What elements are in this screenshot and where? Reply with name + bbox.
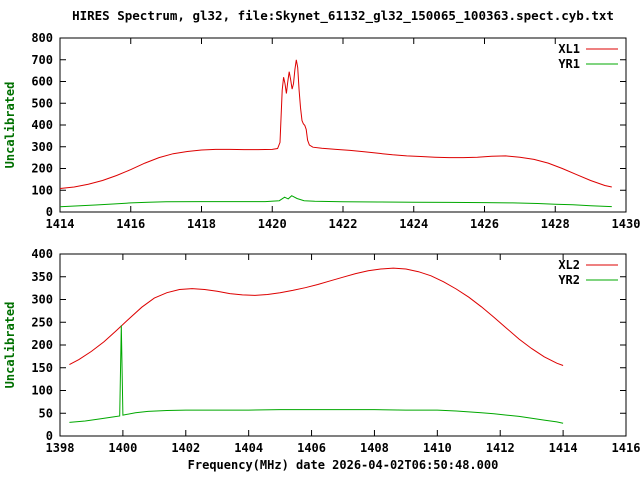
x-tick-label: 1414 [549,441,578,455]
legend-label-YR2: YR2 [558,273,580,287]
x-tick-label: 1420 [258,217,287,231]
y-tick-label: 700 [31,53,53,67]
y-tick-label: 500 [31,96,53,110]
series-YR2 [69,325,564,424]
chart-title: HIRES Spectrum, gl32, file:Skynet_61132_… [72,8,614,24]
x-tick-label: 1418 [187,217,216,231]
x-tick-label: 1402 [171,441,200,455]
y-tick-label: 800 [31,31,53,45]
y-tick-label: 200 [31,162,53,176]
x-tick-label: 1406 [297,441,326,455]
y-tick-label: 0 [46,205,53,219]
legend-label-XL2: XL2 [558,258,580,272]
y-tick-label: 150 [31,361,53,375]
x-tick-label: 1414 [46,217,75,231]
x-axis-label: Frequency(MHz) date 2026-04-02T06:50:48.… [188,458,499,472]
y-tick-label: 350 [31,270,53,284]
x-tick-label: 1422 [329,217,358,231]
y-tick-label: 0 [46,429,53,443]
x-tick-label: 1398 [46,441,75,455]
x-tick-label: 1416 [116,217,145,231]
y-tick-label: 400 [31,247,53,261]
legend-label-YR1: YR1 [558,57,580,71]
y-tick-label: 300 [31,140,53,154]
x-tick-label: 1430 [612,217,640,231]
y-axis-label-top: Uncalibrated [3,82,17,169]
legend-label-XL1: XL1 [558,42,580,56]
y-tick-label: 300 [31,293,53,307]
panel-top: 1414 1416 1418 1420 1422 1424 1426 1428 1430 0 100… [31,31,640,231]
x-tick-label: 1404 [234,441,263,455]
x-tick-label: 1412 [486,441,515,455]
y-tick-label: 50 [39,406,53,420]
panel-bottom: 1398 1400 1402 1404 1406 1408 1410 1412 1414 1416… [31,247,640,455]
y-tick-label: 200 [31,338,53,352]
series-YR1 [59,195,612,208]
x-tick-label: 1410 [423,441,452,455]
x-tick-label: 1428 [541,217,570,231]
series-XL1 [59,59,612,189]
x-tick-label: 1400 [108,441,137,455]
x-tick-label: 1424 [399,217,428,231]
y-axis-label-bottom: Uncalibrated [3,302,17,389]
y-tick-label: 600 [31,75,53,89]
y-tick-label: 250 [31,315,53,329]
x-tick-label: 1426 [470,217,499,231]
x-tick-label: 1416 [612,441,640,455]
series-XL2 [69,267,564,366]
y-tick-label: 100 [31,384,53,398]
x-tick-label: 1408 [360,441,389,455]
y-tick-label: 100 [31,183,53,197]
y-tick-label: 400 [31,118,53,132]
